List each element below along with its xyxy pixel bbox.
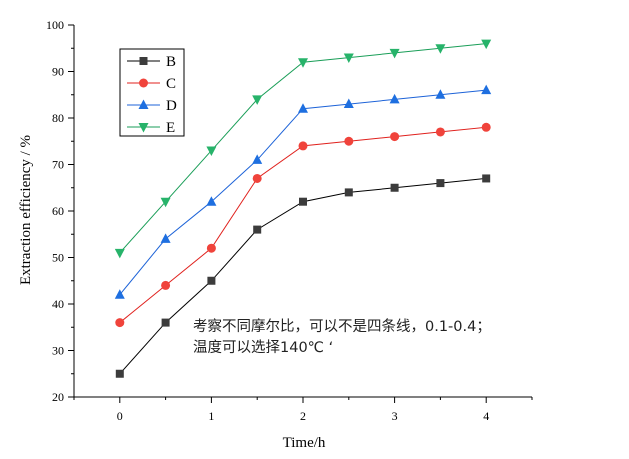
series-e-point [298, 58, 308, 68]
legend-label: E [166, 120, 175, 136]
legend-label: B [166, 54, 176, 70]
series-e-point [435, 44, 446, 54]
series-e-point [343, 53, 354, 64]
series-e [114, 39, 492, 259]
series-b-point [436, 179, 445, 188]
legend-label: C [166, 76, 176, 92]
series-e-point [160, 197, 171, 208]
series-b-point [253, 225, 262, 234]
annotation-line-2: 温度可以选择140℃ ‘ [193, 339, 333, 356]
y-tick-label: 40 [52, 297, 64, 311]
series-d-point [252, 154, 263, 164]
series-b-point [115, 369, 124, 378]
y-tick-label: 50 [52, 251, 64, 265]
series-d-point [206, 196, 217, 206]
series-c-point [115, 318, 125, 328]
legend-box [119, 48, 185, 137]
axes: 0 1 2 3 4 20 30 40 50 60 70 80 90 100 [46, 18, 533, 423]
series-b-point [390, 183, 399, 192]
series-b-point [207, 276, 216, 285]
series-c [115, 122, 491, 328]
series-c-point [390, 132, 400, 142]
x-tick-label: 0 [117, 409, 123, 423]
y-axis-title: Extraction efficiency / % [18, 135, 34, 285]
y-tick-label: 100 [46, 18, 64, 32]
series-e-point [389, 48, 400, 59]
series-d-point [343, 98, 354, 109]
legend-item-c: C [127, 76, 176, 92]
series-e-point [206, 146, 217, 157]
y-tick-label: 80 [52, 111, 64, 125]
legend-marker [139, 57, 148, 65]
y-tick-label: 20 [52, 390, 64, 404]
series-e-point [114, 248, 125, 259]
series-d-point [160, 233, 171, 243]
x-tick-label: 2 [300, 409, 306, 423]
legend-item-e: E [127, 120, 175, 136]
legend-marker [138, 99, 149, 109]
series-d-point [298, 103, 308, 113]
y-tick-label: 60 [52, 204, 64, 218]
y-tick-label: 30 [52, 344, 64, 358]
series-d [114, 84, 492, 299]
series-c-point [435, 127, 445, 137]
series-b [115, 174, 491, 378]
series-b-point [344, 188, 353, 197]
legend-marker [139, 78, 148, 88]
x-tick-label: 3 [392, 409, 398, 423]
x-tick-label: 4 [483, 409, 489, 423]
legend-label: D [166, 98, 177, 114]
series-b-point [299, 197, 307, 206]
series-c-point [161, 280, 171, 290]
x-axis-title: Time/h [283, 435, 326, 451]
series-c-point [206, 243, 216, 253]
y-tick-label: 90 [52, 65, 64, 79]
series-b-point [482, 174, 491, 183]
series-d-point [389, 93, 400, 104]
series-c-point [298, 141, 308, 151]
series-d-point [114, 289, 125, 299]
series-b-point [161, 318, 170, 327]
series-c-point [481, 122, 491, 132]
series-e-point [252, 95, 263, 105]
series-d-point [435, 89, 446, 99]
series-c-point [252, 173, 262, 183]
series-e-point [481, 39, 492, 50]
x-tick-label: 1 [208, 409, 214, 423]
legend-marker [138, 123, 149, 133]
series-d-point [481, 84, 492, 95]
series-c-line [119, 126, 487, 323]
series-layer [114, 39, 492, 378]
annotation-line-1: 考察不同摩尔比，可以不是四条线，0.1-0.4； [193, 317, 491, 335]
y-tick-label: 70 [52, 158, 64, 172]
legend-item-b: B [127, 54, 176, 70]
legend-item-d: D [127, 98, 177, 114]
series-c-point [344, 136, 354, 146]
